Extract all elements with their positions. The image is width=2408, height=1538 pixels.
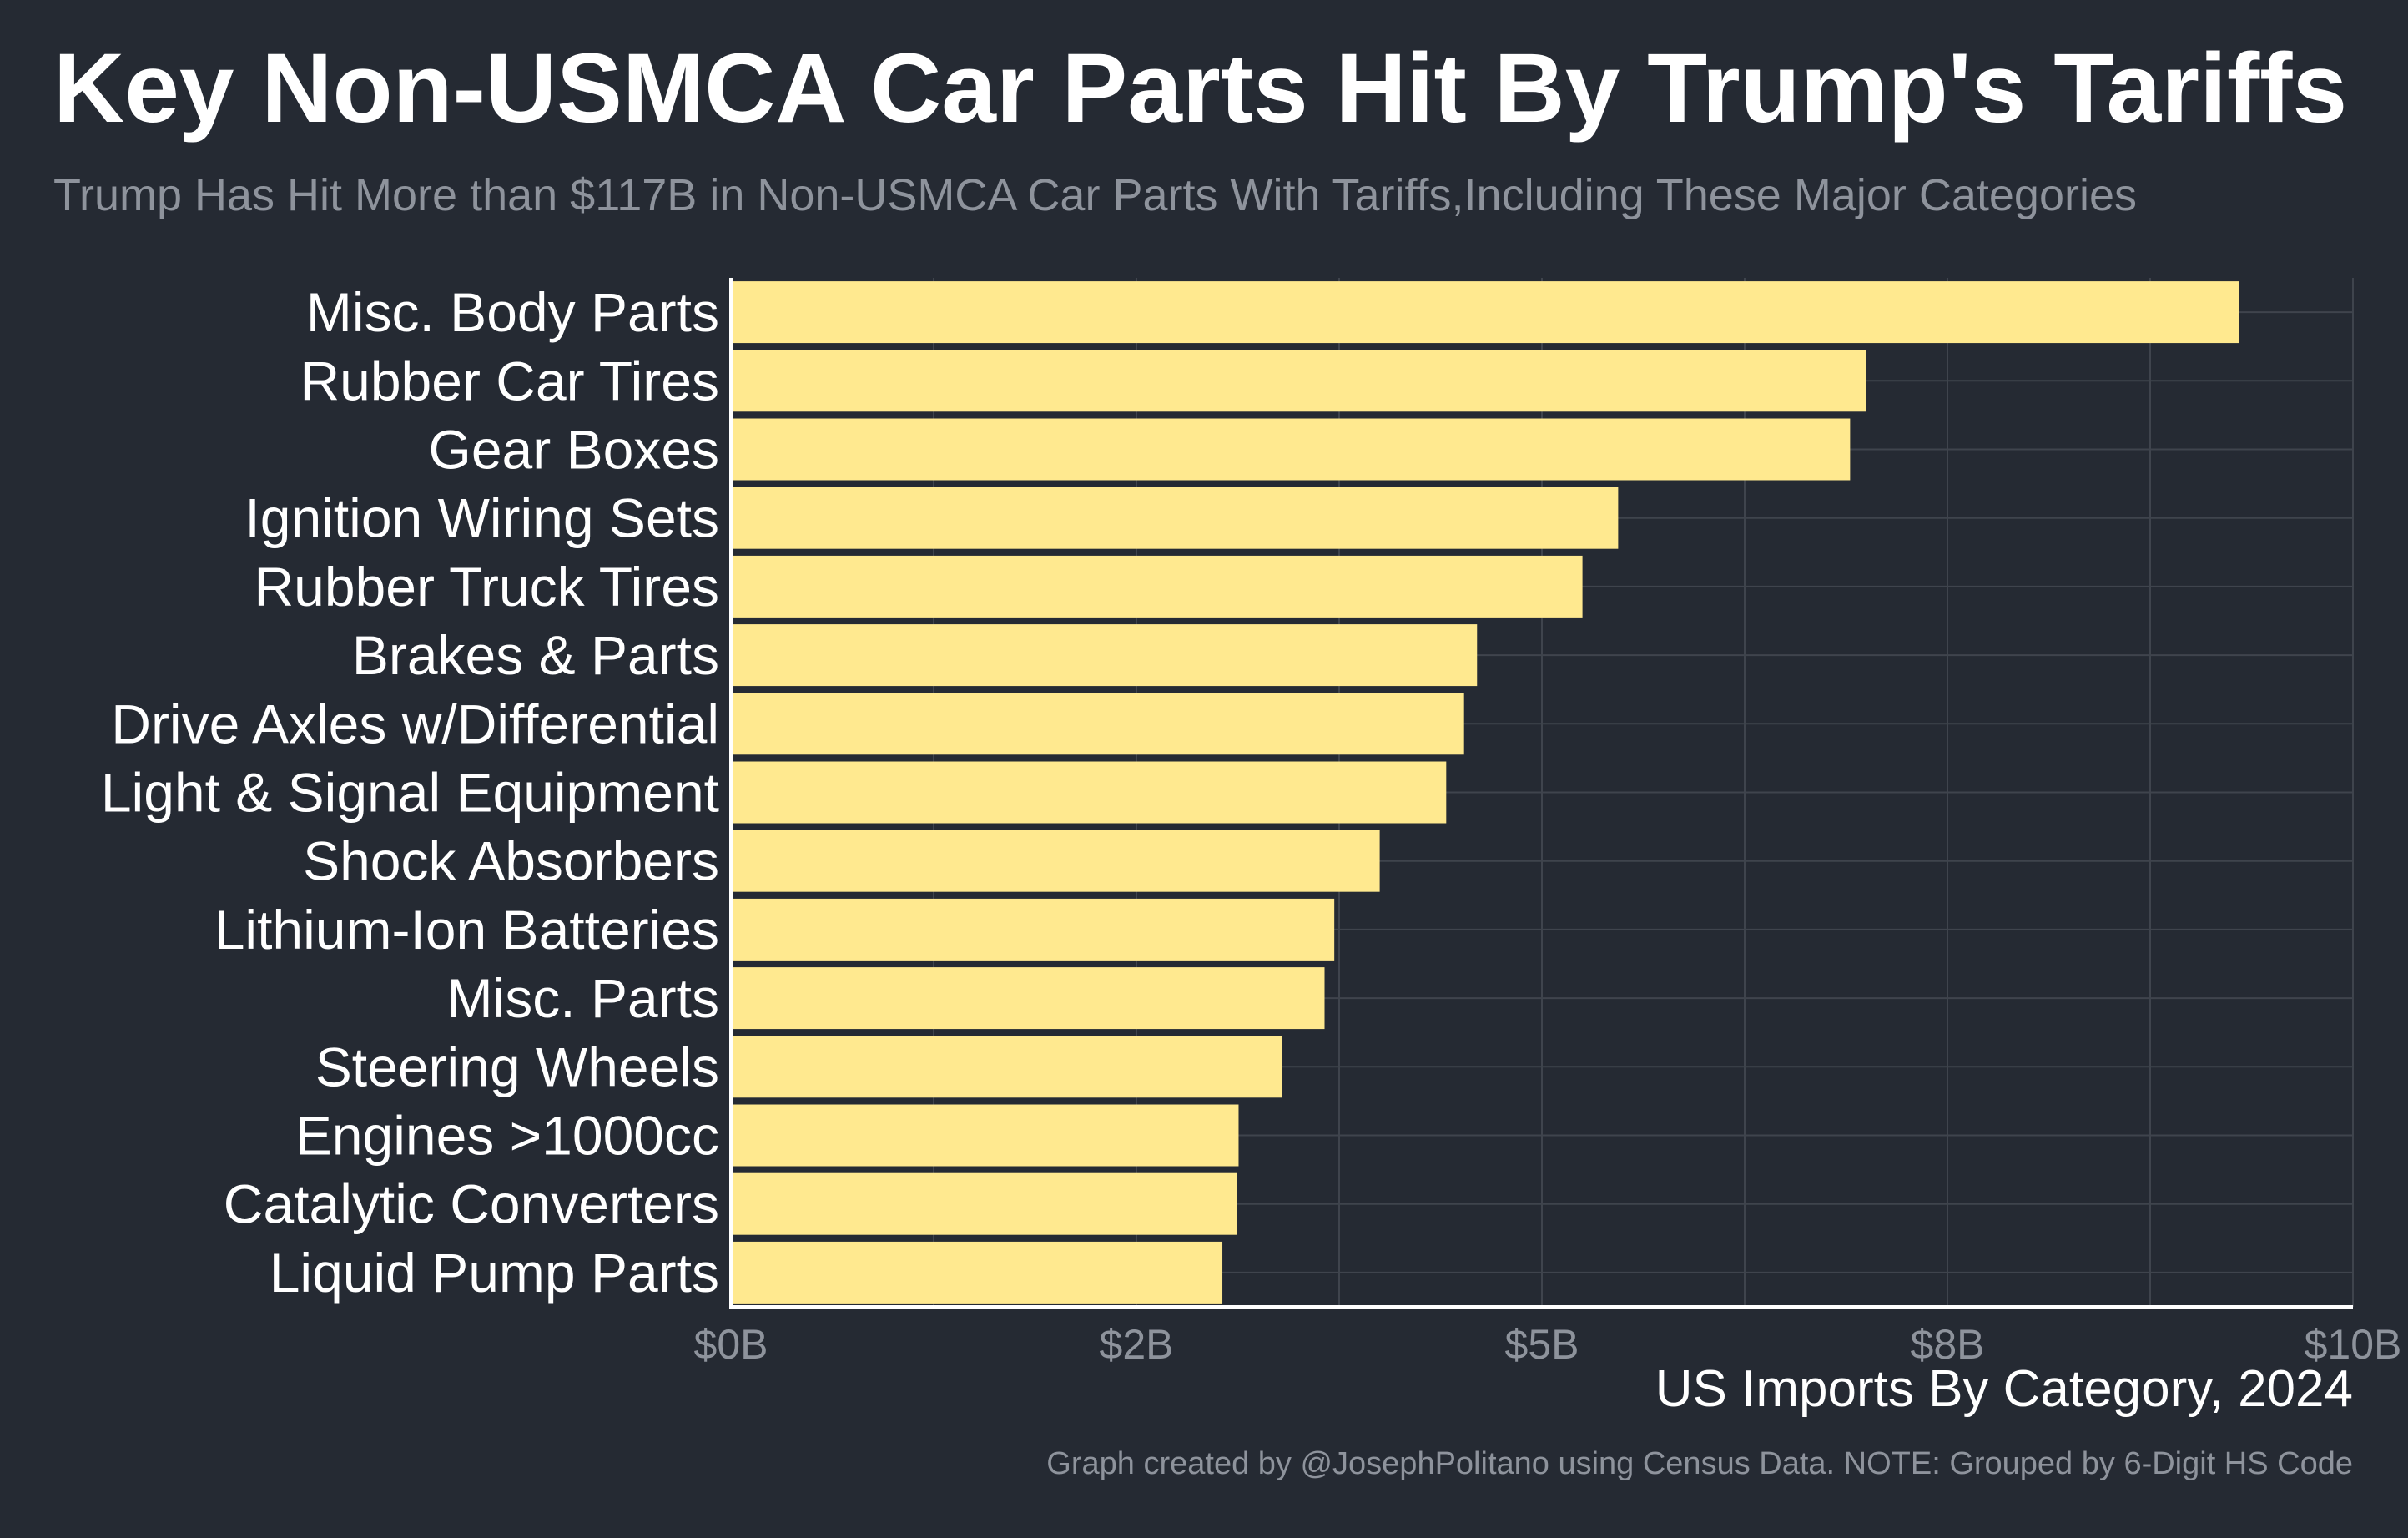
x-axis-title: US Imports By Category, 2024 xyxy=(1655,1360,2353,1418)
source-caption: Graph created by @JosephPolitano using C… xyxy=(1046,1446,2353,1481)
bar xyxy=(731,967,1325,1030)
category-label: Misc. Body Parts xyxy=(306,281,719,343)
bar xyxy=(731,1241,1223,1304)
chart-title: Key Non-USMCA Car Parts Hit By Trump's T… xyxy=(53,33,2348,144)
chart-subtitle: Trump Has Hit More than $117B in Non-USM… xyxy=(53,170,2137,220)
category-label: Misc. Parts xyxy=(447,967,719,1029)
bar xyxy=(731,487,1619,549)
category-label: Brakes & Parts xyxy=(352,624,719,686)
bar xyxy=(731,830,1380,892)
x-tick-label: $2B xyxy=(1100,1321,1174,1368)
bar xyxy=(731,555,1583,618)
bar xyxy=(731,1036,1282,1098)
x-tick-label: $5B xyxy=(1505,1321,1579,1368)
bar xyxy=(731,1172,1237,1235)
x-tick-labels: $0B $2B $5B $8B $10B xyxy=(694,1321,2402,1368)
bar xyxy=(731,761,1447,824)
category-label: Ignition Wiring Sets xyxy=(244,487,719,549)
category-labels: Misc. Body Parts Rubber Car Tires Gear Box… xyxy=(101,281,719,1304)
x-tick-label: $8B xyxy=(1911,1321,1985,1368)
category-label: Lithium-Ion Batteries xyxy=(214,899,719,961)
x-tick-label: $0B xyxy=(694,1321,768,1368)
category-label: Light & Signal Equipment xyxy=(101,762,719,824)
bar xyxy=(731,693,1464,755)
category-label: Gear Boxes xyxy=(429,419,720,481)
bar xyxy=(731,350,1866,412)
category-label: Steering Wheels xyxy=(315,1036,719,1097)
x-tick-label: $10B xyxy=(2305,1321,2402,1368)
bar xyxy=(731,1104,1239,1167)
category-label: Engines >1000cc xyxy=(295,1105,719,1167)
bar xyxy=(731,418,1851,481)
bar xyxy=(731,898,1335,961)
category-label: Liquid Pump Parts xyxy=(270,1242,719,1304)
bar xyxy=(731,624,1478,687)
category-label: Drive Axles w/Differential xyxy=(111,693,719,754)
axes xyxy=(729,278,2353,1309)
category-label: Shock Absorbers xyxy=(303,830,719,892)
category-label: Rubber Truck Tires xyxy=(254,556,719,618)
bar xyxy=(731,281,2239,344)
bars xyxy=(731,281,2239,1304)
category-label: Rubber Car Tires xyxy=(300,350,719,411)
category-label: Catalytic Converters xyxy=(224,1173,719,1235)
